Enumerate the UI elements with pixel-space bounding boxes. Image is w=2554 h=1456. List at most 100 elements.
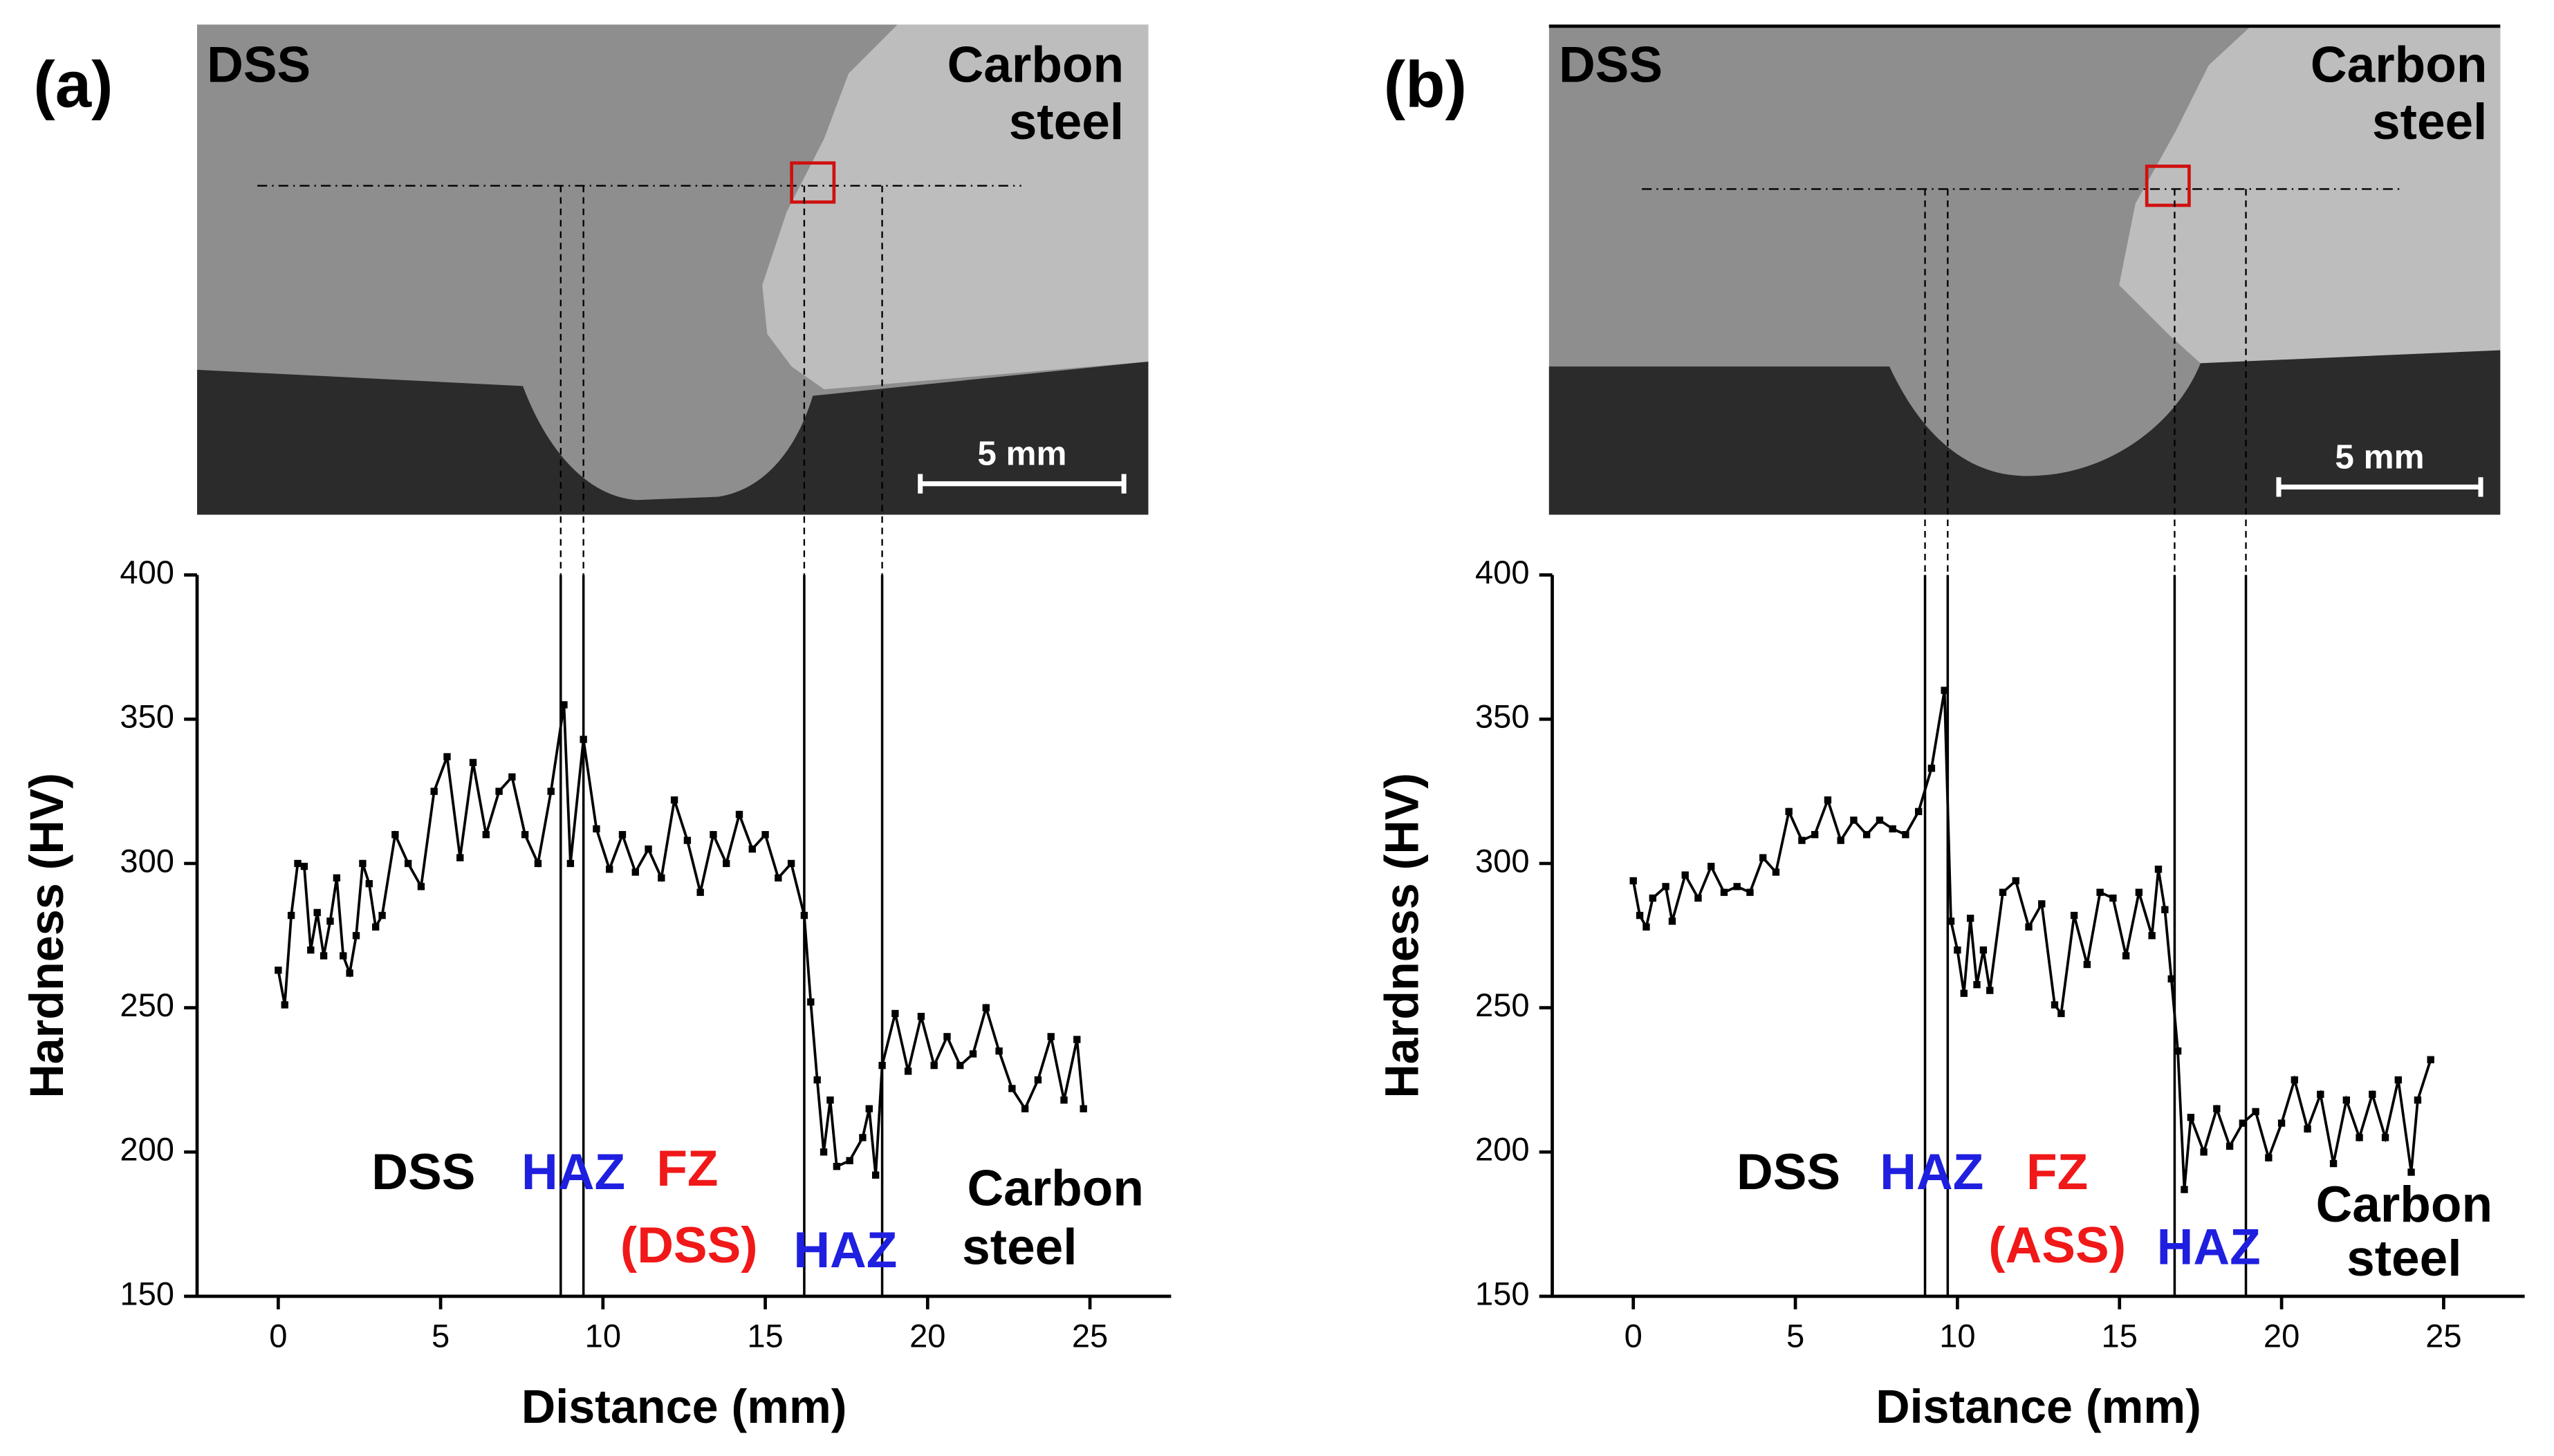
hardness-point bbox=[2277, 1119, 2286, 1127]
y-tick-label: 350 bbox=[1475, 698, 1530, 735]
hardness-point bbox=[1785, 808, 1793, 816]
y-axis-label: Hardness (HV) bbox=[1376, 773, 1429, 1099]
hardness-point bbox=[1966, 915, 1974, 922]
hardness-point bbox=[645, 845, 652, 853]
hardness-point bbox=[2407, 1168, 2415, 1176]
x-tick-label: 15 bbox=[2102, 1318, 2138, 1354]
hardness-point bbox=[813, 1076, 821, 1084]
hardness-point bbox=[372, 923, 380, 931]
x-axis-label: Distance (mm) bbox=[1876, 1381, 2201, 1433]
hardness-point bbox=[2122, 952, 2130, 960]
hardness-point bbox=[1746, 888, 1754, 896]
hardness-point bbox=[2109, 894, 2117, 902]
carbon-steel-region bbox=[2119, 24, 2501, 364]
hardness-point bbox=[2174, 1047, 2182, 1055]
hardness-point bbox=[2291, 1076, 2299, 1084]
hardness-point bbox=[2239, 1119, 2247, 1127]
hardness-point bbox=[417, 883, 425, 890]
hardness-point bbox=[878, 1061, 886, 1070]
hardness-point bbox=[1811, 831, 1819, 839]
hardness-point bbox=[2051, 1001, 2059, 1009]
hardness-point bbox=[1850, 816, 1858, 824]
mount-region bbox=[196, 362, 1149, 515]
hardness-point bbox=[2135, 888, 2143, 896]
hardness-point bbox=[1914, 808, 1923, 816]
carbon-steel-region bbox=[762, 24, 1149, 390]
hardness-point bbox=[560, 701, 568, 709]
hardness-point bbox=[1941, 687, 1948, 694]
hardness-point bbox=[1034, 1076, 1042, 1084]
micrograph-label: DSS bbox=[1559, 37, 1663, 93]
hardness-point bbox=[1733, 883, 1741, 890]
x-tick-label: 0 bbox=[1625, 1318, 1642, 1354]
hardness-point bbox=[2012, 877, 2019, 885]
hardness-point bbox=[1008, 1085, 1016, 1092]
y-tick-label: 400 bbox=[120, 554, 174, 590]
zone-label: DSS bbox=[1737, 1144, 1840, 1200]
hardness-point bbox=[917, 1012, 925, 1020]
hardness-point bbox=[826, 1096, 834, 1104]
hardness-point bbox=[1073, 1036, 1081, 1043]
zone-label: FZ bbox=[656, 1141, 718, 1197]
hardness-point bbox=[495, 787, 503, 795]
zone-label: HAZ bbox=[2157, 1219, 2261, 1275]
hardness-point bbox=[469, 758, 477, 767]
hardness-point bbox=[1708, 862, 1715, 870]
hardness-point bbox=[307, 946, 315, 954]
hardness-point bbox=[1824, 796, 1832, 804]
hardness-point bbox=[2427, 1056, 2434, 1063]
hardness-point bbox=[2200, 1148, 2208, 1156]
hardness-point bbox=[287, 911, 295, 920]
hardness-point bbox=[391, 831, 399, 839]
y-tick-label: 200 bbox=[120, 1131, 174, 1168]
x-tick-label: 20 bbox=[909, 1318, 945, 1354]
hardness-point bbox=[326, 917, 334, 925]
panel-label: (b) bbox=[1384, 48, 1467, 121]
hardness-point bbox=[683, 837, 692, 844]
hardness-point bbox=[1662, 883, 1669, 890]
hardness-point bbox=[859, 1134, 867, 1141]
hardness-point bbox=[2148, 932, 2156, 940]
hardness-point bbox=[1720, 888, 1728, 896]
hardness-point bbox=[904, 1067, 912, 1075]
hardness-point bbox=[1876, 816, 1884, 824]
hardness-point bbox=[1999, 888, 2007, 896]
x-tick-label: 25 bbox=[2425, 1318, 2461, 1354]
hardness-point bbox=[456, 854, 464, 861]
hardness-point bbox=[2154, 866, 2163, 873]
hardness-point bbox=[1047, 1033, 1055, 1040]
zone-label: (ASS) bbox=[1988, 1217, 2126, 1273]
hardness-point bbox=[566, 859, 575, 868]
hardness-point bbox=[430, 787, 438, 795]
hardness-line bbox=[1631, 690, 2432, 1190]
hardness-point bbox=[2167, 975, 2175, 983]
hardness-point bbox=[580, 736, 587, 743]
hardness-point bbox=[807, 998, 815, 1006]
y-tick-label: 400 bbox=[1475, 554, 1530, 590]
x-tick-label: 20 bbox=[2264, 1318, 2299, 1354]
hardness-point bbox=[846, 1157, 853, 1165]
hardness-point bbox=[723, 859, 730, 868]
hardness-point bbox=[333, 874, 341, 882]
panel-label: (a) bbox=[33, 48, 113, 121]
hardness-point bbox=[404, 859, 412, 868]
hardness-point bbox=[547, 787, 555, 795]
hardness-point bbox=[340, 952, 347, 960]
scale-bar-label: 5 mm bbox=[2335, 438, 2424, 476]
hardness-point bbox=[1927, 765, 1936, 772]
hardness-point bbox=[2394, 1076, 2402, 1084]
micrograph-label: DSS bbox=[207, 37, 311, 93]
hardness-point bbox=[658, 874, 665, 882]
hardness-point bbox=[2414, 1096, 2422, 1104]
hardness-point bbox=[313, 908, 321, 917]
hardness-point bbox=[995, 1047, 1003, 1055]
zone-label: Carbon bbox=[967, 1161, 1144, 1217]
hardness-point bbox=[1668, 917, 1676, 925]
hardness-point bbox=[606, 866, 613, 873]
hardness-point bbox=[359, 859, 367, 868]
hardness-point bbox=[2181, 1186, 2188, 1193]
y-tick-label: 200 bbox=[1475, 1131, 1530, 1168]
hardness-point bbox=[1798, 837, 1806, 844]
hardness-point bbox=[1759, 854, 1767, 861]
x-tick-label: 10 bbox=[1939, 1318, 1975, 1354]
